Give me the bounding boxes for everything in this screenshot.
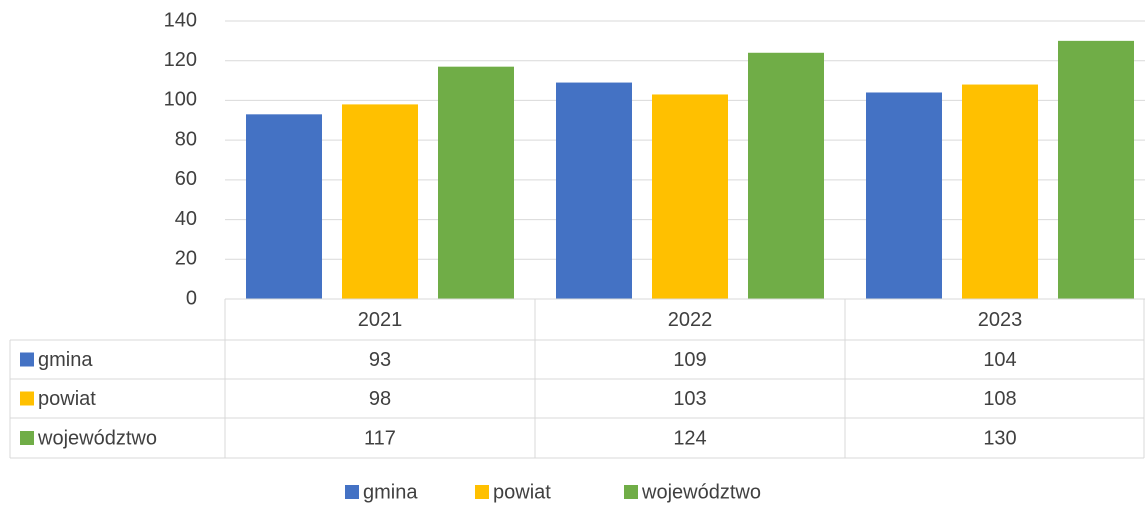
x-tick-label: 2022 [668, 309, 713, 331]
table-value: 93 [369, 349, 391, 371]
table-row-label: gmina [38, 349, 93, 371]
legend-key [624, 485, 638, 499]
bar [652, 94, 728, 299]
y-tick-label: 140 [164, 9, 197, 31]
y-tick-label: 20 [175, 248, 197, 270]
bar [438, 66, 514, 300]
y-tick-label: 120 [164, 49, 197, 71]
y-tick-label: 60 [175, 168, 197, 190]
y-tick-label: 40 [175, 208, 197, 230]
y-tick-label: 0 [186, 287, 197, 309]
table-value: 130 [983, 427, 1016, 449]
table-legend-key [20, 352, 34, 367]
bar [556, 82, 632, 299]
bar [866, 92, 942, 299]
table-row-label: województwo [37, 427, 157, 449]
x-tick-label: 2023 [978, 309, 1023, 331]
y-tick-label: 80 [175, 128, 197, 150]
table-value: 98 [369, 388, 391, 410]
legend-key [475, 485, 489, 499]
legend-key [345, 485, 359, 499]
table-value: 103 [673, 388, 706, 410]
table-value: 117 [364, 427, 396, 449]
legend-label: województwo [641, 481, 761, 503]
x-tick-label: 2021 [358, 309, 403, 331]
table-legend-key [20, 391, 34, 406]
table-value: 108 [983, 388, 1016, 410]
legend-label: gmina [363, 481, 418, 503]
bar [342, 104, 418, 300]
bar [1058, 40, 1134, 299]
table-row-label: powiat [38, 388, 96, 410]
bar [962, 84, 1038, 300]
table-value: 109 [673, 349, 706, 371]
bar [246, 114, 322, 299]
legend-label: powiat [493, 481, 551, 503]
table-value: 124 [673, 427, 706, 449]
table-value: 104 [983, 349, 1016, 371]
table-legend-key [20, 431, 34, 445]
bar [748, 52, 824, 300]
y-tick-label: 100 [164, 89, 197, 111]
